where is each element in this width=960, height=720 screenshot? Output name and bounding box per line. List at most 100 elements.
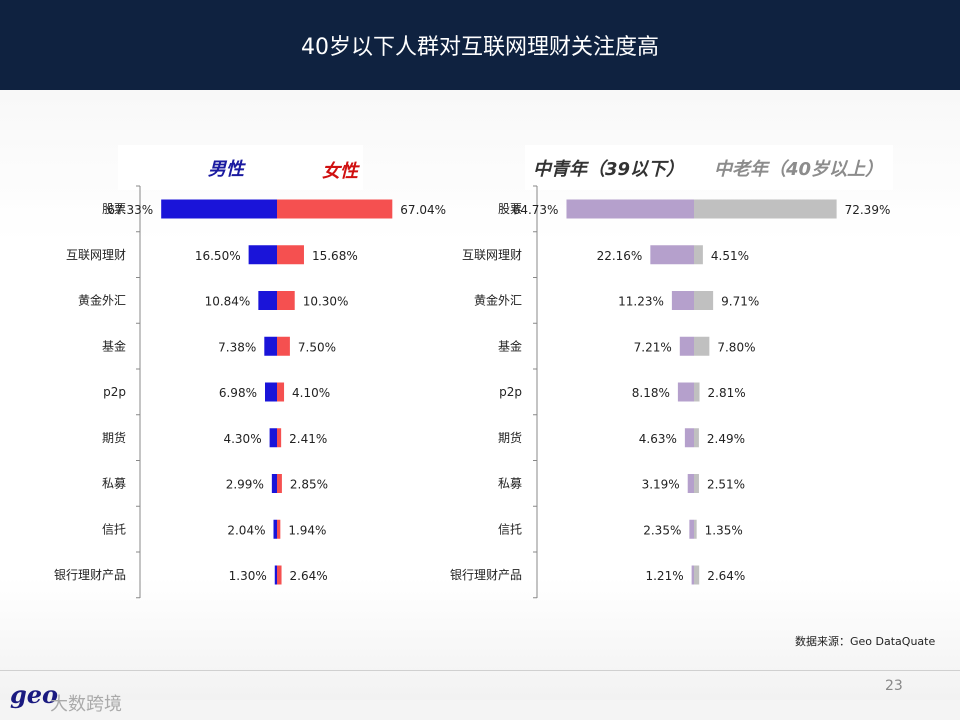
gender-category-label: p2p xyxy=(103,385,126,399)
age-bar-left xyxy=(689,519,694,539)
age-value-label-right: 1.35% xyxy=(705,523,743,537)
age-bar-right xyxy=(694,565,700,585)
gender-bar-left xyxy=(274,565,277,585)
age-value-label-left: 4.63% xyxy=(639,432,677,446)
logo: geo xyxy=(10,680,59,709)
page-number: 23 xyxy=(885,678,903,694)
age-value-label-right: 72.39% xyxy=(845,203,891,217)
age-value-label-left: 2.35% xyxy=(643,523,681,537)
legend-female: 女性 xyxy=(322,161,358,182)
gender-category-label: 黄金外汇 xyxy=(78,293,126,308)
age-category-label: 私募 xyxy=(498,477,522,491)
content-area xyxy=(0,90,960,700)
gender-bar-right xyxy=(277,474,282,493)
header-bar xyxy=(0,0,960,90)
age-value-label-right: 4.51% xyxy=(711,249,749,263)
gender-value-label-right: 2.64% xyxy=(290,569,328,583)
gender-category-label: 股票 xyxy=(102,202,126,216)
age-category-label: 黄金外汇 xyxy=(474,293,522,308)
gender-category-label: 基金 xyxy=(102,338,126,353)
footer-divider xyxy=(0,670,960,671)
gender-bar-left xyxy=(264,336,277,356)
age-bar-left xyxy=(677,382,694,402)
age-category-label: p2p xyxy=(499,385,522,399)
gender-bar-left xyxy=(273,519,277,539)
page-title: 40岁以下人群对互联网理财关注度高 xyxy=(301,35,659,60)
gender-bar-right xyxy=(277,428,282,448)
age-value-label-right: 9.71% xyxy=(721,295,759,309)
gender-value-label-left: 2.04% xyxy=(227,523,265,537)
legend-young: 中青年（39以下） xyxy=(533,159,685,180)
age-category-label: 银行理财产品 xyxy=(450,568,522,582)
age-bar-right xyxy=(694,199,837,219)
age-category-label: 互联网理财 xyxy=(462,248,522,262)
age-bar-right xyxy=(694,474,699,493)
age-bar-left xyxy=(687,474,694,493)
age-bar-right xyxy=(694,291,714,310)
gender-value-label-right: 2.85% xyxy=(290,478,328,492)
left-legend-box xyxy=(118,145,363,190)
age-bar-left xyxy=(671,291,694,310)
age-value-label-left: 11.23% xyxy=(618,295,664,309)
age-category-label: 期货 xyxy=(498,430,522,445)
gender-bar-right xyxy=(277,291,295,310)
gender-bar-right xyxy=(277,199,393,219)
age-value-label-left: 1.21% xyxy=(645,569,683,583)
age-bar-right xyxy=(694,428,699,448)
gender-bar-right xyxy=(277,245,304,265)
gender-value-label-left: 16.50% xyxy=(195,249,241,263)
gender-bar-left xyxy=(271,474,277,493)
age-bar-left xyxy=(650,245,694,265)
age-category-label: 基金 xyxy=(498,338,522,353)
age-bar-left xyxy=(566,199,694,219)
right-legend-box xyxy=(525,145,893,190)
age-bar-right xyxy=(694,519,697,539)
gender-value-label-right: 1.94% xyxy=(288,523,326,537)
gender-value-label-right: 15.68% xyxy=(312,249,358,263)
gender-bar-left xyxy=(264,382,277,402)
gender-bar-left xyxy=(258,291,277,310)
gender-category-label: 期货 xyxy=(102,430,126,445)
gender-value-label-right: 7.50% xyxy=(298,340,336,354)
data-source: 数据来源：Geo DataQuate xyxy=(795,635,936,648)
age-bar-left xyxy=(691,565,694,585)
legend-male: 男性 xyxy=(208,159,244,180)
gender-bar-right xyxy=(277,565,282,585)
gender-value-label-right: 4.10% xyxy=(292,386,330,400)
gender-category-label: 银行理财产品 xyxy=(54,568,126,582)
gender-bar-right xyxy=(277,336,290,356)
age-value-label-right: 2.51% xyxy=(707,478,745,492)
legend-old: 中老年（40岁以上） xyxy=(714,159,884,180)
age-value-label-right: 7.80% xyxy=(717,340,755,354)
gender-value-label-right: 10.30% xyxy=(303,295,349,309)
age-value-label-left: 7.21% xyxy=(634,340,672,354)
gender-value-label-left: 7.38% xyxy=(218,340,256,354)
age-value-label-left: 64.73% xyxy=(513,203,559,217)
gender-value-label-left: 4.30% xyxy=(223,432,261,446)
age-value-label-left: 8.18% xyxy=(632,386,670,400)
age-value-label-right: 2.49% xyxy=(707,432,745,446)
age-bar-right xyxy=(694,245,703,265)
gender-value-label-right: 2.41% xyxy=(289,432,327,446)
gender-bar-right xyxy=(277,519,281,539)
gender-bar-left xyxy=(161,199,277,219)
gender-category-label: 互联网理财 xyxy=(66,248,126,262)
gender-value-label-right: 67.04% xyxy=(400,203,446,217)
age-bar-right xyxy=(694,336,710,356)
gender-bar-left xyxy=(248,245,277,265)
gender-value-label-left: 6.98% xyxy=(219,386,257,400)
gender-category-label: 信托 xyxy=(102,522,126,536)
gender-value-label-left: 2.99% xyxy=(226,478,264,492)
gender-category-label: 私募 xyxy=(102,477,126,491)
logo-text: 大数跨境 xyxy=(50,694,122,715)
age-value-label-right: 2.81% xyxy=(708,386,746,400)
gender-value-label-left: 1.30% xyxy=(229,569,267,583)
age-category-label: 股票 xyxy=(498,202,522,216)
age-bar-right xyxy=(694,382,700,402)
gender-value-label-left: 67.33% xyxy=(107,203,153,217)
age-category-label: 信托 xyxy=(498,522,522,536)
age-value-label-right: 2.64% xyxy=(707,569,745,583)
age-bar-left xyxy=(684,428,694,448)
age-bar-left xyxy=(679,336,694,356)
